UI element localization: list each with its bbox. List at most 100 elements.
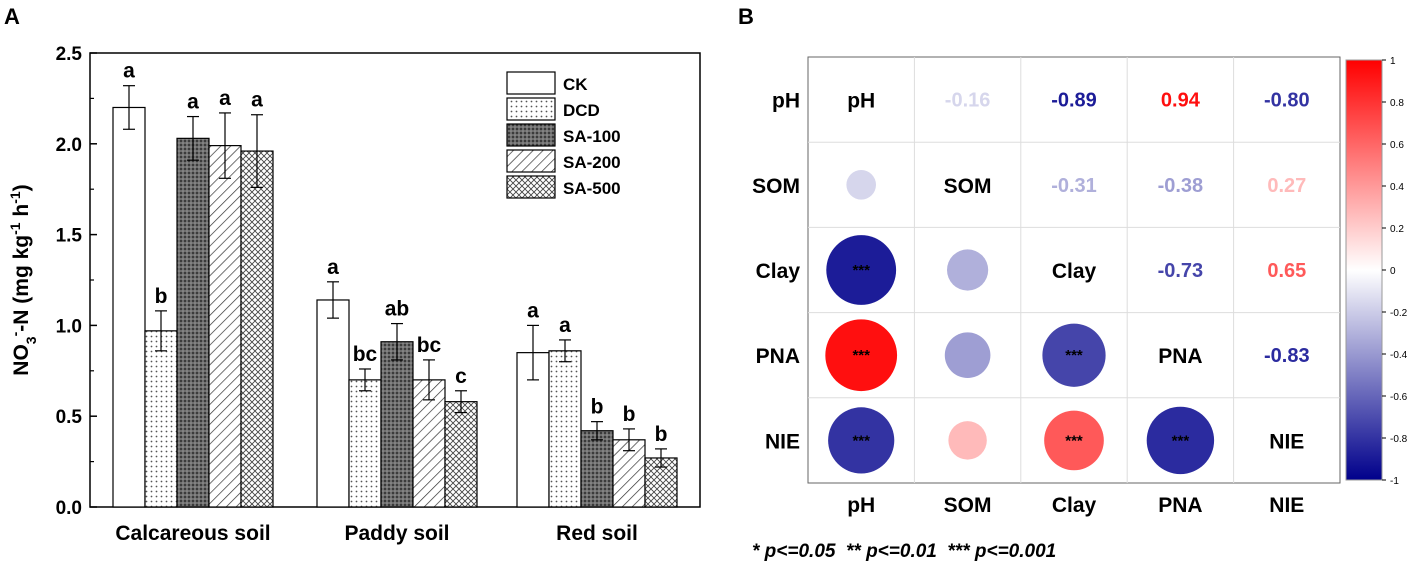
colorbar-tick-label: 0.4 [1390,182,1404,193]
significance-stars: *** [852,262,870,279]
bar [316,299,350,508]
y-tick-label: 1.5 [56,226,83,247]
correlation-circle [1042,323,1106,387]
y-tick-label: 0.0 [56,498,82,519]
column-label: NIE [1269,494,1304,517]
correlation-value: 0.94 [1161,90,1201,112]
correlation-circle [1146,406,1215,475]
correlation-value: 0.65 [1267,260,1306,282]
significance-letter: a [527,299,539,322]
bar [548,350,582,508]
correlation-value: -0.83 [1264,345,1310,367]
colorbar-tick-label: 0.8 [1390,98,1404,109]
y-tick-label: 2.0 [56,135,82,156]
row-label: SOM [752,175,800,198]
panel-b-letter: B [738,4,754,29]
significance-letter: a [187,91,199,114]
correlation-value: -0.31 [1051,175,1097,197]
y-axis-title-part: NO [10,344,33,376]
significance-stars: *** [1172,432,1190,449]
significance-stars: *** [852,347,870,364]
legend-label: DCD [563,101,600,120]
row-label: pH [772,90,800,113]
x-category-label: Calcareous soil [115,522,270,545]
diagonal-label: Clay [1052,260,1097,283]
bar [208,145,242,508]
correlation-circle [944,332,991,379]
y-tick-label: 2.5 [56,44,83,65]
colorbar-tick-label: -0.6 [1390,392,1408,403]
significance-stars: *** [852,432,870,449]
bar [112,106,146,508]
legend-label: SA-200 [563,153,621,172]
y-tick-label: 0.5 [56,407,83,428]
significance-letter: a [327,256,339,279]
legend-swatch [506,97,556,121]
y-axis-ticks: 0.0 0.5 1.0 1.5 2.0 2.5 [56,44,97,519]
correlation-circle [946,249,989,291]
bar [580,430,614,508]
correlation-circle [825,319,898,392]
significance-letter: b [591,396,604,419]
y-axis-title-part: -1 [7,191,23,204]
significance-letter: bc [353,343,378,366]
y-tick-label: 1.0 [56,316,82,337]
significance-letter: ab [385,298,410,321]
y-axis-title-part: h [10,204,33,223]
bar [348,379,382,508]
column-label: SOM [944,494,992,517]
y-axis-title-part: -1 [7,222,23,235]
significance-letter: b [655,423,668,446]
significance-letter: c [455,365,467,388]
legend-label: SA-100 [563,127,621,146]
significance-letter: b [155,285,168,308]
y-axis-title-part: - [7,331,23,336]
significance-letter: b [623,403,636,426]
significance-letter: a [251,89,263,112]
matrix-cells: pH -0.16 -0.89 0.94 -0.80 SOM -0.31 -0.38 0.27 **… [825,90,1310,475]
colorbar-tick-label: -0.4 [1390,350,1408,361]
bar [444,401,478,508]
y-axis-title-part: 3 [23,336,39,344]
correlation-value: -0.38 [1158,175,1204,197]
row-label: Clay [756,260,801,283]
significance-footnote: * p<=0.05 ** p<=0.01 *** p<=0.001 [752,541,1056,562]
legend-swatch [506,123,556,147]
y-axis-title-part: ) [10,184,33,191]
panel-a-letter: A [4,4,20,29]
row-label: PNA [756,345,800,368]
colorbar-tick-label: -1 [1390,476,1399,487]
bar [380,341,414,508]
diagonal-label: NIE [1269,430,1304,453]
matrix-grid [807,56,1341,484]
y-axis-title-part: -N (mg kg [10,235,33,332]
colorbar-gradient [1345,59,1383,481]
correlation-value: 0.27 [1267,175,1306,197]
column-label: Clay [1052,494,1097,517]
column-label: pH [847,494,875,517]
correlation-value: -0.80 [1264,90,1310,112]
correlation-circle [846,170,876,200]
significance-stars: *** [1065,347,1083,364]
diagonal-label: SOM [944,175,992,198]
colorbar-tick-label: -0.2 [1390,308,1408,319]
legend-swatch [506,175,556,199]
legend-label: CK [563,75,588,94]
y-axis-title: NO3--N (mg kg-1 h-1) [7,184,39,375]
bar [144,330,178,508]
row-labels: pH SOM Clay PNA NIE [752,90,800,454]
correlation-value: -0.73 [1158,260,1204,282]
colorbar-tick-label: -0.8 [1390,434,1408,445]
x-category-label: Red soil [556,522,638,545]
legend-label: SA-500 [563,179,621,198]
colorbar: 1 0.8 0.6 0.4 0.2 0 -0.2 -0.4 -0.6 -0.8 -1 [1345,56,1408,487]
matrix-frame [807,56,1341,484]
bar [412,379,446,508]
x-category-labels: Calcareous soil Paddy soil Red soil [115,522,637,545]
correlation-value: -0.89 [1051,90,1097,112]
diagonal-label: pH [847,90,875,113]
x-category-label: Paddy soil [344,522,449,545]
